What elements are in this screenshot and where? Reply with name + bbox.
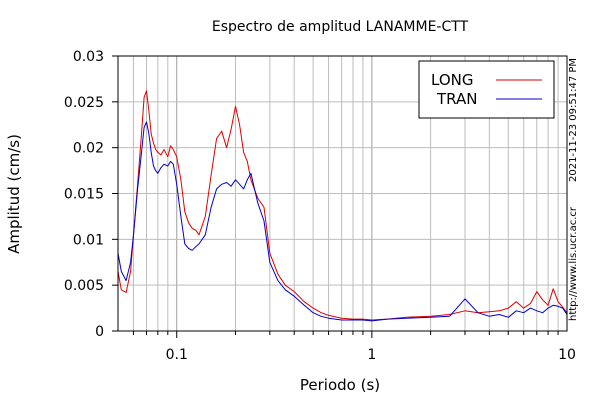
grid-lines bbox=[118, 56, 567, 331]
x-axis-label: Periodo (s) bbox=[300, 376, 380, 394]
x-tick-label: 10 bbox=[558, 347, 576, 363]
legend: LONG TRAN bbox=[418, 60, 555, 119]
y-axis-label: Amplitud (cm/s) bbox=[5, 134, 23, 254]
x-tick-label: 0.1 bbox=[166, 347, 188, 363]
y-tick-label: 0.015 bbox=[64, 187, 104, 203]
y-axis-ticks: 0 0.005 0.01 0.015 0.02 0.025 0.03 bbox=[64, 49, 118, 340]
y-tick-label: 0.03 bbox=[73, 49, 104, 65]
timestamp-text: 2021-11-23 09:51:47 PM bbox=[568, 58, 579, 182]
y-tick-label: 0.005 bbox=[64, 278, 104, 294]
x-tick-label: 1 bbox=[367, 347, 376, 363]
chart-title: Espectro de amplitud LANAMME-CTT bbox=[212, 19, 469, 35]
y-tick-label: 0.02 bbox=[73, 141, 104, 157]
legend-box bbox=[418, 60, 555, 119]
series-line-tran bbox=[117, 121, 568, 322]
legend-label-tran: TRAN bbox=[436, 90, 477, 108]
series-layer bbox=[117, 90, 568, 322]
y-tick-label: 0.01 bbox=[73, 232, 104, 248]
y-tick-label: 0.025 bbox=[64, 95, 104, 111]
x-axis-ticks: 0.1 1 10 bbox=[132, 331, 576, 363]
y-tick-label: 0 bbox=[95, 324, 104, 340]
series-line-long bbox=[117, 90, 568, 321]
source-url-text: http://www.lis.ucr.ac.cr bbox=[568, 206, 579, 321]
legend-label-long: LONG bbox=[431, 71, 473, 89]
